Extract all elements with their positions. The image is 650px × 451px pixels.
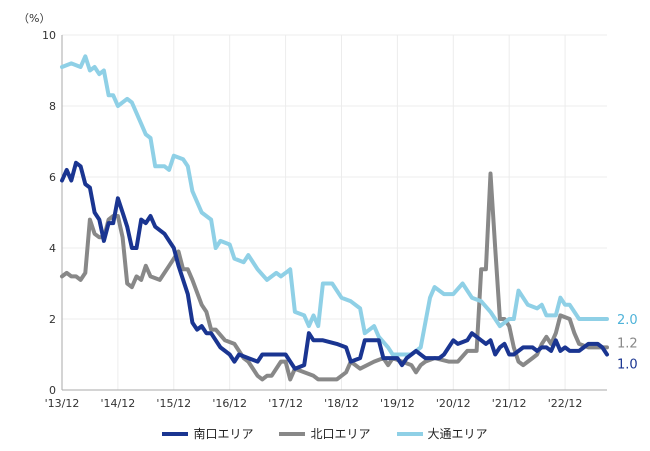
- x-tick-label: '20/12: [436, 397, 471, 410]
- legend-item: 北口エリア: [279, 425, 371, 442]
- end-value-label: 1.0: [617, 358, 638, 373]
- x-tick-label: '13/12: [45, 397, 80, 410]
- series-line-0: [60, 160, 609, 371]
- y-tick-label: 0: [49, 384, 56, 397]
- series-line-1: [60, 171, 609, 382]
- axes: [61, 35, 607, 391]
- legend-swatch: [396, 431, 423, 436]
- x-tick-label: '15/12: [156, 397, 191, 410]
- x-tick-label: '17/12: [268, 397, 303, 410]
- x-tick-label: '21/12: [492, 397, 527, 410]
- x-tick-label: '19/12: [380, 397, 415, 410]
- x-tick-label: '18/12: [324, 397, 359, 410]
- grid: [62, 34, 607, 390]
- y-tick-label: 6: [49, 171, 56, 184]
- y-axis-unit: （%）: [18, 12, 50, 25]
- legend-item: 大通エリア: [396, 425, 488, 442]
- series-lines: [60, 54, 609, 382]
- y-tick-label: 8: [49, 100, 56, 113]
- legend-label: 北口エリア: [310, 427, 371, 441]
- end-value-label: 1.2: [617, 336, 638, 351]
- x-tick-label: '14/12: [101, 397, 136, 410]
- legend: 南口エリア 北口エリア 大通エリア: [0, 425, 650, 442]
- x-tick-label: '22/12: [548, 397, 583, 410]
- y-tick-label: 2: [49, 313, 56, 326]
- x-tick-label: '16/12: [212, 397, 247, 410]
- legend-item: 南口エリア: [162, 425, 253, 442]
- legend-swatch: [162, 431, 189, 436]
- end-value-label: 2.0: [617, 313, 638, 328]
- y-tick-label: 10: [42, 29, 56, 42]
- legend-label: 南口エリア: [193, 427, 254, 441]
- series-line-2: [60, 54, 609, 357]
- legend-label: 大通エリア: [427, 427, 488, 441]
- tick-labels: 0 2 4 6 8 10 '13/12 '14/12 '15/12 '16/12 '17/12 '18…: [42, 29, 638, 410]
- legend-swatch: [279, 431, 306, 436]
- y-tick-label: 4: [49, 242, 56, 255]
